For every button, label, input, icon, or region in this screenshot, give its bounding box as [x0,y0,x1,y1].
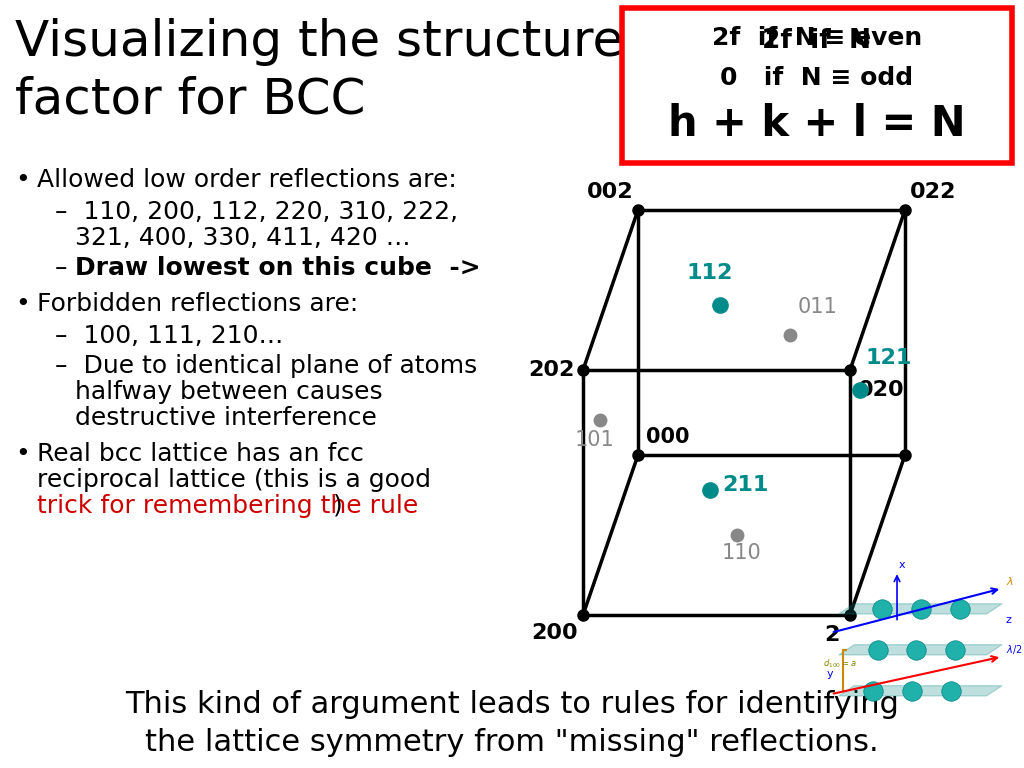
Text: •: • [15,292,30,316]
FancyBboxPatch shape [622,8,1012,163]
Text: $d_{100}=a$: $d_{100}=a$ [823,658,857,670]
Text: destructive interference: destructive interference [75,406,377,430]
Text: h + k + l = N: h + k + l = N [669,103,966,145]
Polygon shape [839,604,1002,614]
Text: Draw lowest on this cube  ->: Draw lowest on this cube -> [75,256,480,280]
Text: •: • [15,442,30,466]
Text: 011: 011 [798,297,838,317]
Text: 101: 101 [575,430,614,450]
Text: $\lambda/2$: $\lambda/2$ [1006,644,1022,656]
Text: trick for remembering the rule: trick for remembering the rule [37,494,418,518]
Text: z: z [1006,614,1012,624]
Text: –  110, 200, 112, 220, 310, 222,: – 110, 200, 112, 220, 310, 222, [55,200,458,224]
Text: 002: 002 [587,182,633,202]
Text: 211: 211 [722,475,768,495]
Text: 202: 202 [528,360,575,380]
Text: –: – [55,256,84,280]
Text: –  Due to identical plane of atoms: – Due to identical plane of atoms [55,354,477,378]
Text: Visualizing the structure
factor for BCC: Visualizing the structure factor for BCC [15,18,624,124]
Text: 2: 2 [824,625,840,645]
Text: Forbidden reflections are:: Forbidden reflections are: [37,292,358,316]
Polygon shape [839,644,1002,655]
Text: 110: 110 [722,543,762,563]
Text: Real bcc lattice has an fcc: Real bcc lattice has an fcc [37,442,364,466]
Text: halfway between causes: halfway between causes [75,380,383,404]
Text: x: x [899,560,905,570]
Text: ): ) [333,494,343,518]
Text: 000: 000 [646,427,689,447]
Text: 0   if  N ≡ odd: 0 if N ≡ odd [721,66,913,90]
Text: 2f  if  N≡even: 2f if N≡even [716,28,919,54]
Text: $\lambda$: $\lambda$ [1006,575,1014,587]
Text: 321, 400, 330, 411, 420 …: 321, 400, 330, 411, 420 … [75,226,411,250]
Text: •: • [15,168,30,192]
Text: 020: 020 [858,380,904,400]
Text: 2f  if  N: 2f if N [763,28,871,54]
Text: 121: 121 [865,348,911,368]
Text: Allowed low order reflections are:: Allowed low order reflections are: [37,168,457,192]
Text: reciprocal lattice (this is a good: reciprocal lattice (this is a good [37,468,431,492]
Text: 200: 200 [531,623,578,643]
Polygon shape [839,686,1002,696]
Text: –  100, 111, 210…: – 100, 111, 210… [55,324,284,348]
Text: 022: 022 [910,182,956,202]
Text: y: y [827,669,834,679]
Text: This kind of argument leads to rules for identifying
the lattice symmetry from ": This kind of argument leads to rules for… [125,690,899,757]
Text: 112: 112 [687,263,733,283]
Text: 2f  if  N ≡ even: 2f if N ≡ even [712,26,923,50]
